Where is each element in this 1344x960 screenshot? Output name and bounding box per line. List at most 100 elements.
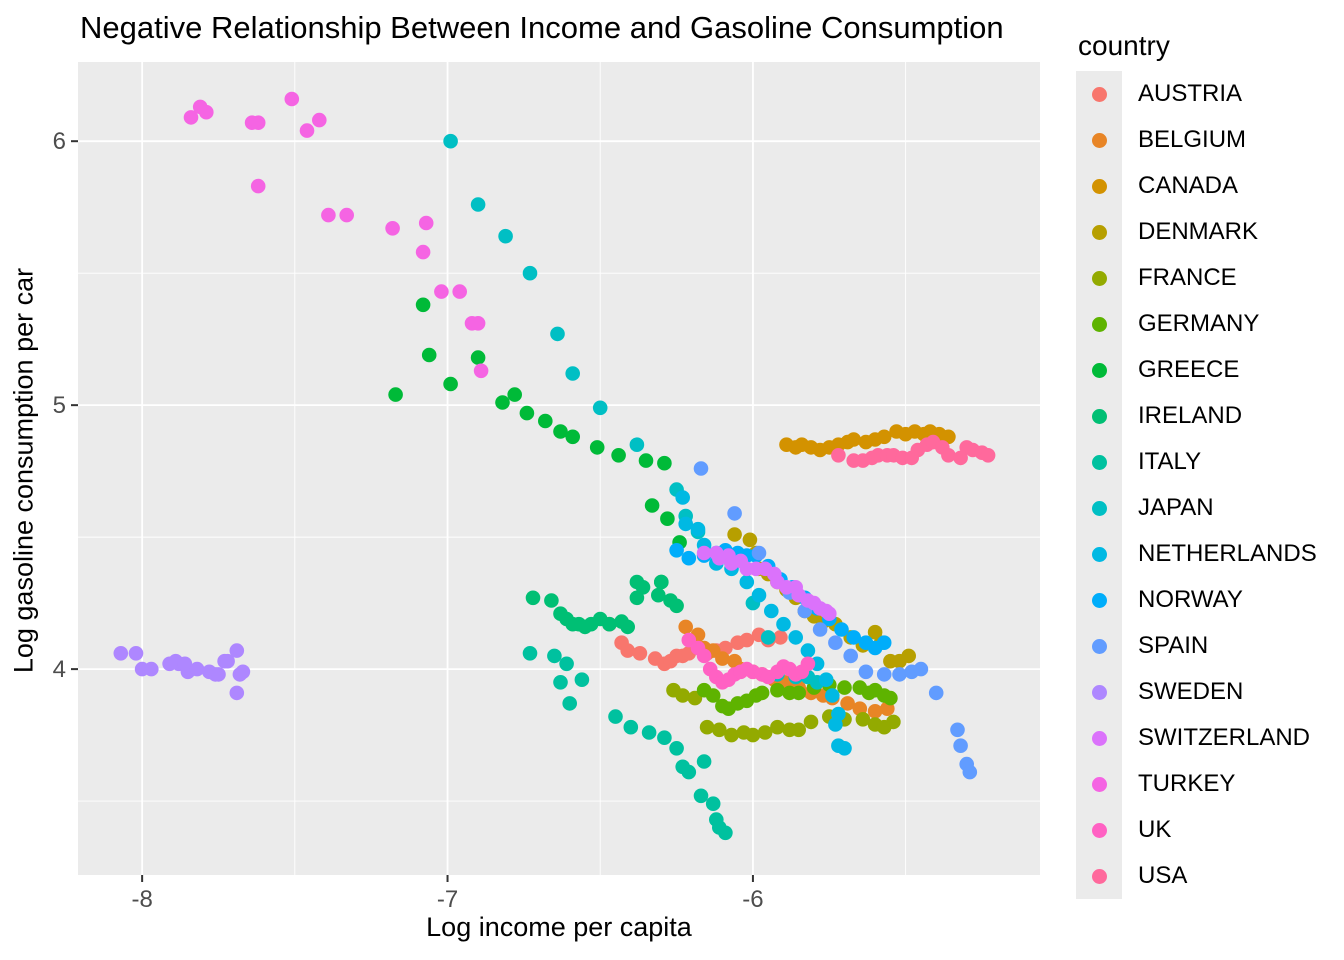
x-tick-label: -8 bbox=[131, 886, 152, 913]
series-france bbox=[666, 682, 901, 743]
belgium-point bbox=[867, 704, 883, 719]
greece-point bbox=[611, 448, 626, 463]
greece-point bbox=[638, 453, 654, 468]
legend-key bbox=[1076, 807, 1122, 853]
sweden-point bbox=[235, 664, 251, 680]
legend-title: country bbox=[1078, 30, 1170, 61]
legend-label: GREECE bbox=[1138, 356, 1240, 383]
netherlands-point bbox=[800, 643, 816, 658]
turkey-point bbox=[321, 207, 336, 223]
turkey-point bbox=[339, 207, 355, 223]
series-ireland bbox=[525, 574, 684, 635]
japan-point bbox=[522, 265, 538, 281]
norway-point bbox=[834, 622, 849, 637]
legend-key bbox=[1076, 163, 1122, 209]
ireland-point bbox=[602, 616, 617, 632]
y-tick-label: 5 bbox=[53, 392, 66, 419]
series-spain bbox=[693, 461, 978, 780]
legend-item-netherlands: NETHERLANDS bbox=[1076, 531, 1317, 577]
france-point bbox=[886, 714, 901, 730]
france-point bbox=[724, 727, 739, 743]
legend-item-canada: CANADA bbox=[1076, 163, 1317, 209]
legend-key bbox=[1076, 531, 1122, 577]
legend-dot-icon bbox=[1091, 270, 1107, 286]
series-switzerland bbox=[696, 545, 837, 621]
belgium-point bbox=[678, 619, 693, 635]
sweden-point bbox=[229, 685, 245, 701]
legend-item-belgium: BELGIUM bbox=[1076, 117, 1317, 163]
ireland-point bbox=[635, 580, 651, 595]
canada-point bbox=[941, 429, 956, 445]
legend-key bbox=[1076, 669, 1122, 715]
turkey-point bbox=[250, 115, 266, 130]
greece-point bbox=[644, 498, 660, 513]
sweden-point bbox=[113, 646, 129, 661]
turkey-point bbox=[199, 104, 214, 120]
japan-point bbox=[565, 366, 580, 381]
legend-item-usa: USA bbox=[1076, 853, 1317, 899]
france-point bbox=[803, 714, 819, 730]
legend-key bbox=[1076, 71, 1122, 117]
germany-point bbox=[770, 682, 785, 698]
italy-point bbox=[657, 730, 672, 745]
legend-dot-icon bbox=[1091, 362, 1107, 378]
legend-dot-icon bbox=[1091, 776, 1107, 792]
legend-label: ITALY bbox=[1138, 448, 1202, 475]
sweden-point bbox=[128, 646, 144, 661]
legend-label: BELGIUM bbox=[1138, 126, 1247, 153]
uk-point bbox=[696, 648, 712, 664]
germany-point bbox=[791, 685, 806, 701]
legend-dot-icon bbox=[1091, 316, 1107, 332]
turkey-point bbox=[473, 363, 489, 379]
legend-dot-icon bbox=[1091, 408, 1107, 424]
legend-item-italy: ITALY bbox=[1076, 439, 1317, 485]
y-tick-label: 4 bbox=[53, 656, 66, 683]
france-point bbox=[712, 722, 727, 738]
legend-key bbox=[1076, 623, 1122, 669]
netherlands-point bbox=[675, 490, 690, 505]
legend-dot-icon bbox=[1091, 822, 1107, 838]
france-point bbox=[855, 712, 871, 727]
germany-point bbox=[754, 685, 770, 701]
ireland-point bbox=[525, 590, 541, 606]
italy-point bbox=[623, 719, 639, 735]
series-canada bbox=[779, 424, 956, 458]
chart-title: Negative Relationship Between Income and… bbox=[80, 10, 1004, 45]
netherlands-point bbox=[678, 516, 693, 532]
greece-point bbox=[443, 376, 458, 392]
turkey-point bbox=[183, 110, 199, 125]
legend-dot-icon bbox=[1091, 86, 1107, 102]
turkey-point bbox=[385, 221, 400, 236]
italy-point bbox=[574, 672, 590, 687]
spain-point bbox=[812, 622, 828, 637]
legend-dot-icon bbox=[1091, 546, 1107, 562]
usa-point bbox=[831, 448, 846, 463]
legend-item-japan: JAPAN bbox=[1076, 485, 1317, 531]
legend-label: IRELAND bbox=[1138, 402, 1243, 429]
legend-key bbox=[1076, 209, 1122, 255]
france-point bbox=[770, 719, 785, 735]
legend-dot-icon bbox=[1091, 638, 1107, 654]
austria-point bbox=[773, 630, 788, 645]
legend-item-uk: UK bbox=[1076, 807, 1317, 853]
spain-point bbox=[928, 685, 944, 701]
legend-dot-icon bbox=[1091, 178, 1107, 194]
spain-point bbox=[950, 722, 965, 738]
italy-point bbox=[547, 648, 562, 664]
legend-key bbox=[1076, 393, 1122, 439]
legend-label: SWEDEN bbox=[1138, 678, 1244, 705]
legend-dot-icon bbox=[1091, 684, 1107, 700]
spain-point bbox=[751, 545, 767, 561]
denmark-point bbox=[742, 532, 758, 548]
ireland-point bbox=[654, 574, 669, 590]
legend-item-france: FRANCE bbox=[1076, 255, 1317, 301]
france-point bbox=[745, 727, 761, 743]
canada-point bbox=[846, 432, 861, 447]
japan-point bbox=[550, 326, 565, 342]
legend-dot-icon bbox=[1091, 592, 1107, 608]
legend-item-norway: NORWAY bbox=[1076, 577, 1317, 623]
legend-item-austria: AUSTRIA bbox=[1076, 71, 1317, 117]
sweden-point bbox=[220, 653, 235, 669]
france-point bbox=[757, 725, 773, 740]
legend-key bbox=[1076, 761, 1122, 807]
